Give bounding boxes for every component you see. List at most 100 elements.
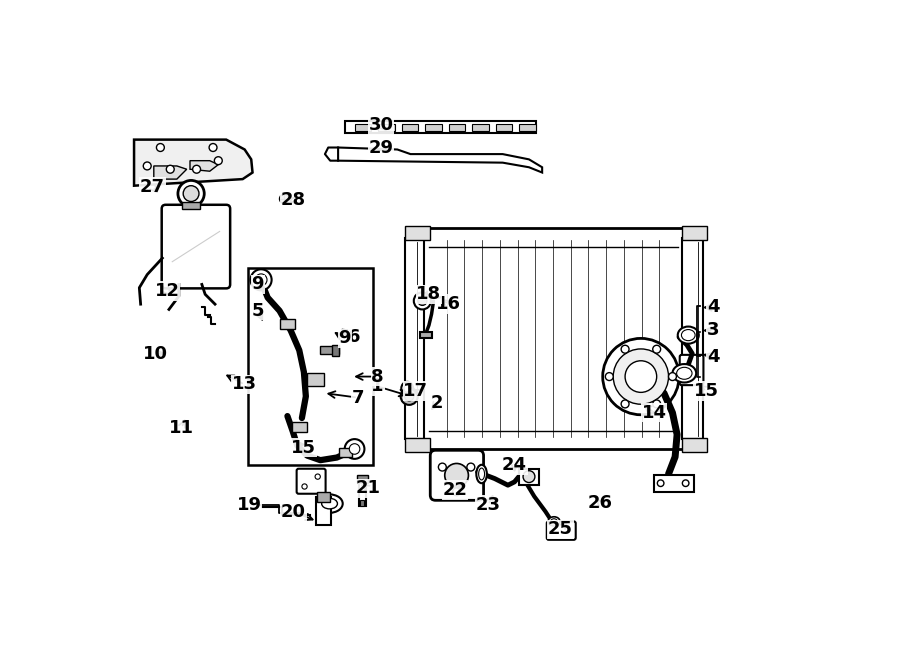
Circle shape [166,165,175,173]
Ellipse shape [479,468,484,480]
Text: 11: 11 [169,419,194,437]
Ellipse shape [551,519,557,524]
Circle shape [621,345,629,353]
Text: 24: 24 [502,457,527,475]
Text: 9: 9 [338,329,351,348]
Ellipse shape [321,498,338,509]
Circle shape [657,480,664,486]
Bar [654,475,694,492]
Text: 17: 17 [403,382,428,400]
Circle shape [418,296,427,305]
Circle shape [315,474,320,479]
Text: 7: 7 [352,389,365,407]
Text: 10: 10 [142,344,167,362]
Text: 6: 6 [348,328,361,346]
Bar [338,447,352,457]
Circle shape [438,463,446,471]
FancyBboxPatch shape [162,205,230,288]
Text: 20: 20 [281,502,306,520]
Bar [355,124,371,131]
Polygon shape [154,166,186,179]
Circle shape [209,143,217,151]
Bar [682,239,704,439]
Circle shape [613,349,669,405]
FancyBboxPatch shape [297,469,326,494]
Circle shape [405,392,414,401]
Circle shape [606,373,613,381]
Polygon shape [190,161,219,171]
Circle shape [256,274,267,286]
Circle shape [214,157,222,165]
Text: 29: 29 [368,139,393,157]
Ellipse shape [678,327,698,344]
Text: 27: 27 [140,178,165,196]
Bar [248,268,373,465]
Text: 14: 14 [642,404,667,422]
Bar [519,124,536,131]
Circle shape [652,345,661,353]
Bar [472,124,489,131]
Bar [357,475,368,483]
Ellipse shape [404,385,410,393]
Text: 12: 12 [155,282,179,300]
Bar [425,124,442,131]
Circle shape [184,186,199,202]
FancyBboxPatch shape [430,450,483,500]
Bar [332,345,338,356]
Bar [317,497,331,525]
Bar [405,438,430,452]
Bar [307,373,324,387]
Text: 4: 4 [707,299,719,317]
Bar [280,319,294,329]
Text: 19: 19 [237,496,262,514]
Text: 28: 28 [281,191,306,209]
Circle shape [603,338,680,414]
Polygon shape [345,121,536,133]
Text: 26: 26 [588,494,613,512]
Bar [320,346,338,354]
Bar [519,469,539,485]
Text: 9: 9 [251,276,264,293]
Text: 8: 8 [372,368,384,385]
Bar [405,226,430,241]
FancyBboxPatch shape [680,355,704,385]
Circle shape [400,388,418,405]
Bar [378,124,394,131]
Circle shape [621,400,629,408]
Circle shape [302,484,307,489]
Text: 13: 13 [232,375,257,393]
Ellipse shape [476,465,487,483]
Text: 1: 1 [372,377,383,395]
FancyBboxPatch shape [547,522,576,540]
Circle shape [626,361,657,393]
Circle shape [143,162,151,170]
Circle shape [250,269,272,290]
Bar [317,492,330,502]
Ellipse shape [548,517,560,526]
Circle shape [414,292,431,309]
Ellipse shape [672,364,697,383]
Circle shape [280,194,289,204]
Text: 15: 15 [292,439,317,457]
Bar [359,482,366,506]
Bar [420,332,432,338]
Bar [182,202,201,209]
Circle shape [453,488,461,496]
Text: 2: 2 [430,394,443,412]
Circle shape [157,143,165,151]
Bar [496,124,512,131]
Ellipse shape [681,330,695,340]
Circle shape [523,471,535,483]
Bar [448,124,465,131]
Text: 30: 30 [368,116,393,134]
Text: 3: 3 [707,321,719,340]
Bar [292,422,307,432]
Circle shape [349,444,360,454]
Text: 22: 22 [443,481,468,499]
Bar [682,226,707,241]
Circle shape [178,180,204,207]
Circle shape [345,439,364,459]
Bar [682,438,707,452]
Ellipse shape [677,368,692,379]
Circle shape [193,165,201,173]
